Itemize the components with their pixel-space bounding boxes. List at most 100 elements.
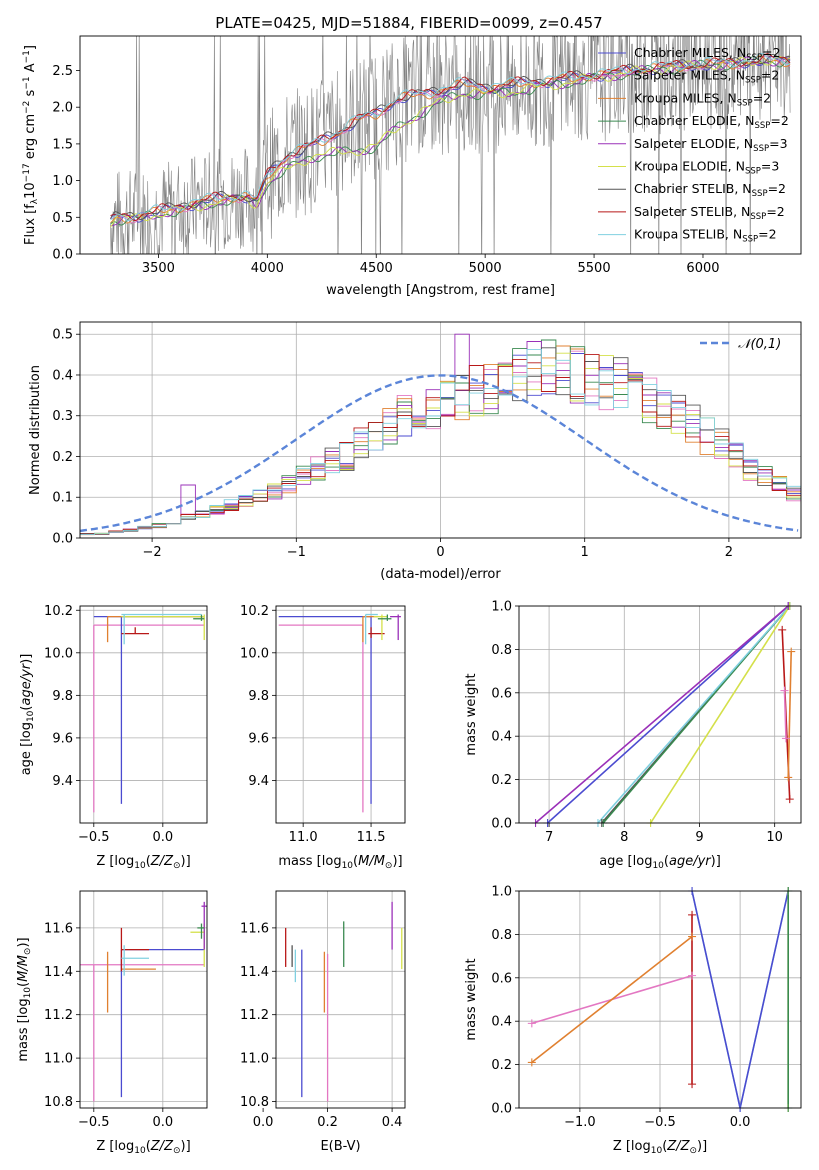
x-axis-label-part: ( xyxy=(664,854,669,869)
x-tick-label: −1.0 xyxy=(564,1115,596,1130)
x-axis-label-part: Z/Z xyxy=(666,1139,690,1154)
data-point xyxy=(787,647,796,656)
x-tick-label: 9 xyxy=(695,830,703,845)
y-tick-label: 0.5 xyxy=(52,328,73,343)
legend-entry-name: Chabrier STELIB, N xyxy=(634,181,752,196)
x-axis-label-part: ( xyxy=(353,854,358,869)
y-tick-label: 11.6 xyxy=(44,921,73,936)
x-axis-label-part: 10 xyxy=(342,861,354,871)
x-tick-label: 10 xyxy=(766,830,783,845)
x-axis-label-part: ⊙ xyxy=(689,1146,697,1156)
y-axis-label-part: )] xyxy=(19,654,34,664)
y-axis-label-part: )] xyxy=(16,937,31,947)
legend-entry: Kroupa STELIB, NSSP=2 xyxy=(634,227,777,245)
histogram-kroupa-stelib xyxy=(80,348,801,536)
legend-entry-tail: =3 xyxy=(769,136,787,151)
x-tick-label: 0.0 xyxy=(253,1115,274,1130)
axes-frame xyxy=(275,890,406,1109)
age_vs_mass-plot-area xyxy=(276,606,405,823)
histogram-kroupa-miles xyxy=(80,345,801,536)
x-axis-label-part: Z [log xyxy=(613,1139,651,1154)
y-tick-label: 0.4 xyxy=(491,1015,512,1030)
data-point xyxy=(781,734,790,743)
legend-entry: Salpeter STELIB, NSSP=2 xyxy=(634,204,785,222)
y-axis-label-part: 10 xyxy=(26,710,36,722)
y-axis-label: mass weight xyxy=(464,958,479,1040)
y-tick-label: 10.8 xyxy=(44,1095,73,1110)
data-point xyxy=(688,932,697,941)
y-tick-label: 0.3 xyxy=(52,409,73,424)
massweight_vs_Z-axes: −1.0 −0.5 0.0 0.0 0.2 0.4 0.6 0.8 1.0 Z [log10(Z/… xyxy=(464,885,802,1156)
legend-entry-name: Salpeter STELIB, N xyxy=(634,204,750,219)
y-tick-label: 1.0 xyxy=(52,174,73,189)
y-tick-label: 11.2 xyxy=(240,1008,269,1023)
legend-entry-sub: SSP xyxy=(752,189,768,199)
x-tick-label: 5000 xyxy=(469,261,502,276)
data-point xyxy=(784,773,793,782)
data-point xyxy=(688,971,697,980)
x-axis-label-part: Z [log xyxy=(96,854,134,869)
x-tick-label: −1 xyxy=(287,545,306,560)
x-axis-label-part: M/M xyxy=(358,854,385,869)
legend-entry-name: Chabrier MILES, N xyxy=(634,45,746,60)
legend-entry-tail: =2 xyxy=(768,181,786,196)
residuals-axes: −2 −1 0 1 2 0.0 0.1 0.2 0.3 0.4 0.5 𝒩(0,1) (data-mod… xyxy=(28,321,802,582)
model-line-salpeter-miles xyxy=(110,55,791,224)
x-axis-label-part: ( xyxy=(146,854,151,869)
x-axis-label-part: 10 xyxy=(134,861,146,871)
y-tick-label: 10.8 xyxy=(240,1095,269,1110)
y-tick-label: 9.6 xyxy=(248,731,269,746)
y-tick-label: 11.0 xyxy=(240,1052,269,1067)
legend-entry: 𝒩(0,1) xyxy=(738,337,781,352)
y-tick-label: 11.6 xyxy=(240,921,269,936)
y-tick-label: 1.0 xyxy=(491,885,512,900)
x-tick-label: −0.5 xyxy=(644,1115,676,1130)
data-point xyxy=(688,910,697,919)
model-line-kroupa-stelib xyxy=(110,53,791,222)
x-tick-label: 0.2 xyxy=(317,1115,338,1130)
axes-frame xyxy=(79,890,208,1109)
y-axis-label-part: −1 xyxy=(22,76,32,89)
series-line-salpeter-elodie xyxy=(534,606,789,823)
y-axis-label-part: ] xyxy=(23,45,38,50)
y-tick-label: 10.0 xyxy=(240,646,269,661)
y-axis-label-part: s xyxy=(23,89,38,100)
x-axis-label-part: 10 xyxy=(134,1146,146,1156)
x-tick-label: −0.5 xyxy=(78,1115,110,1130)
x-tick-label: 4000 xyxy=(251,261,284,276)
histogram-salpeter-elodie xyxy=(80,333,801,535)
y-axis-label-part: mass [log xyxy=(16,998,31,1061)
legend-entry-tail: =2 xyxy=(761,68,779,83)
legend-entry-sub: SSP xyxy=(737,98,753,108)
x-axis-label: age [log10(age/yr)] xyxy=(599,854,721,871)
y-axis-label: Normed distribution xyxy=(28,365,43,495)
y-axis-label-part: Flux [f xyxy=(23,204,38,245)
legend-entry: Chabrier MILES, NSSP=2 xyxy=(634,45,781,63)
y-axis-label-part: −1 xyxy=(22,50,32,63)
model-line-salpeter-elodie xyxy=(110,56,791,227)
y-tick-label: 0.4 xyxy=(52,368,73,383)
x-tick-label: 3500 xyxy=(142,261,175,276)
y-axis-label-part: −17 xyxy=(22,163,32,182)
y-axis-label-part: ( xyxy=(19,706,34,711)
legend-entry-tail: =2 xyxy=(770,113,788,128)
histogram-chabrier-elodie xyxy=(80,339,801,535)
y-tick-label: 9.4 xyxy=(248,774,269,789)
y-axis-label-part: ( xyxy=(16,982,31,987)
normal-curve xyxy=(80,374,799,533)
y-axis-label: mass weight xyxy=(464,673,479,755)
y-axis-label-part: 10 xyxy=(23,987,33,999)
y-tick-label: 11.2 xyxy=(44,1008,73,1023)
y-axis-label-part: mass weight xyxy=(464,673,479,755)
y-axis-label-part: A xyxy=(23,63,38,76)
mass_vs_Z-plot-area xyxy=(80,891,207,1108)
y-tick-label: 9.6 xyxy=(52,731,73,746)
legend-entry-name: Salpeter MILES, N xyxy=(634,68,745,83)
x-tick-label: 8 xyxy=(620,830,628,845)
y-tick-label: 0.2 xyxy=(491,773,512,788)
legend-entry: Kroupa MILES, NSSP=2 xyxy=(634,90,771,108)
legend-entry-sub: SSP xyxy=(742,235,758,245)
legend-entry: Salpeter ELODIE, NSSP=3 xyxy=(634,136,788,154)
